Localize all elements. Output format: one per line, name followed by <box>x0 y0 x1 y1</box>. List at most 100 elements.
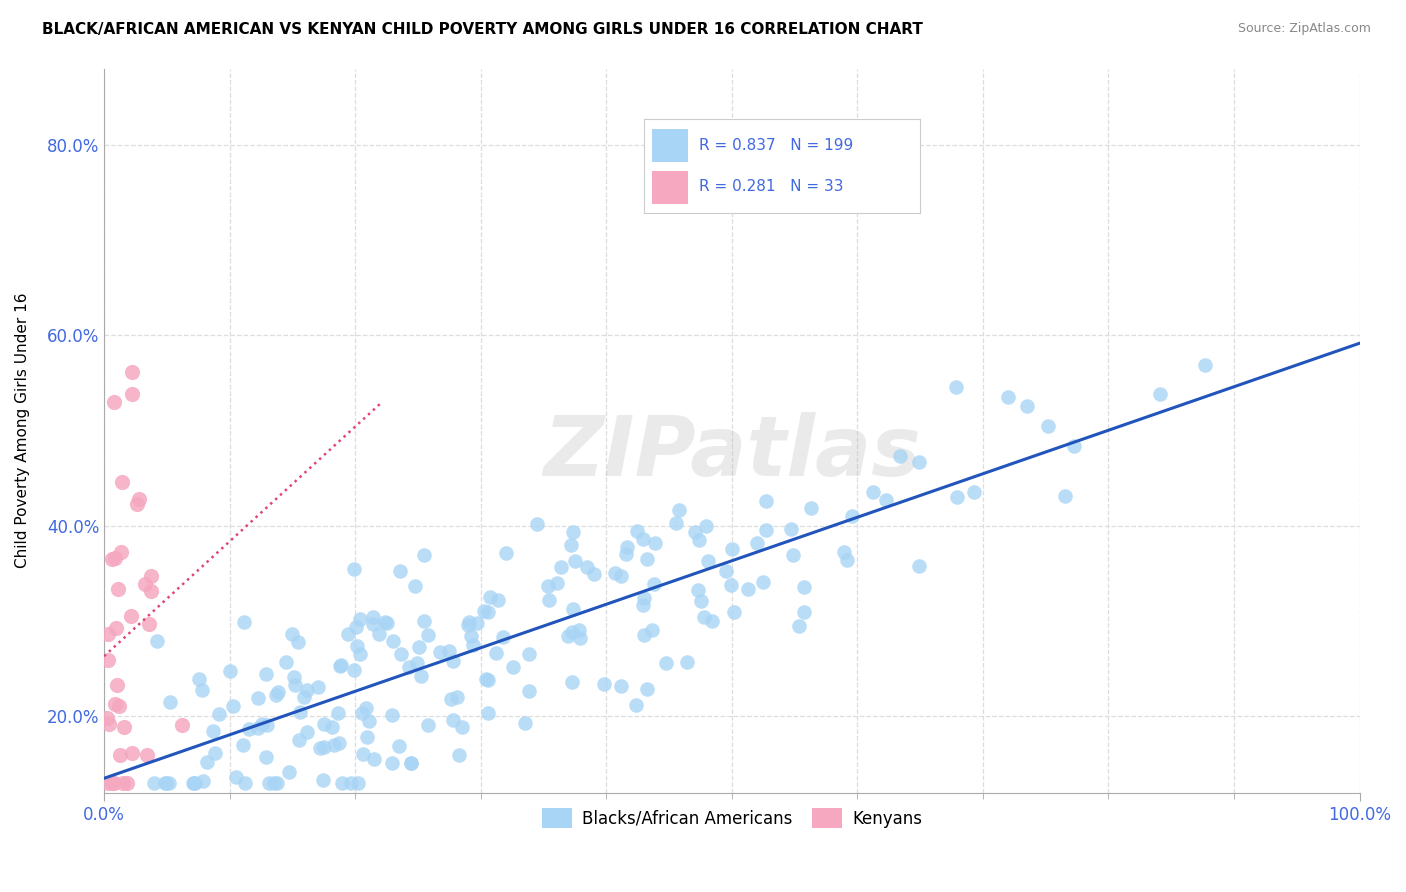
Point <box>274 655 297 669</box>
Point <box>256 718 278 732</box>
Point <box>737 582 759 596</box>
Point <box>1015 399 1038 413</box>
Point <box>277 764 299 779</box>
Point <box>361 617 384 632</box>
Point <box>745 536 768 550</box>
Point <box>238 723 260 737</box>
Point <box>655 657 678 671</box>
Point <box>100 552 122 566</box>
Point <box>346 639 368 653</box>
Point <box>616 540 638 554</box>
Point <box>292 690 315 704</box>
Point <box>609 679 631 693</box>
Point <box>329 657 352 672</box>
Point <box>446 690 468 705</box>
Point <box>172 718 194 732</box>
Point <box>159 694 181 708</box>
Point <box>121 365 143 379</box>
Point <box>108 748 131 763</box>
Point <box>105 621 128 635</box>
Point <box>105 678 128 692</box>
Point <box>643 577 665 591</box>
Point <box>477 706 499 721</box>
Point <box>693 610 716 624</box>
Point <box>314 717 336 731</box>
Point <box>485 646 508 660</box>
Point <box>561 674 583 689</box>
Text: ZIPatlas: ZIPatlas <box>543 412 921 492</box>
Point <box>125 497 148 511</box>
Point <box>112 776 135 790</box>
Point <box>411 669 433 683</box>
Point <box>204 746 226 760</box>
Point <box>714 565 737 579</box>
Point <box>399 756 422 770</box>
Point <box>593 677 616 691</box>
Point <box>908 454 931 468</box>
Point <box>564 554 586 568</box>
Point <box>429 645 451 659</box>
Point <box>103 394 125 409</box>
Point <box>388 739 411 753</box>
Point <box>357 714 380 728</box>
Point <box>184 776 207 790</box>
Point <box>513 715 536 730</box>
Point <box>356 730 378 744</box>
Point <box>381 633 404 648</box>
Point <box>644 536 666 550</box>
Point <box>399 756 422 771</box>
Point <box>526 516 548 531</box>
Point <box>550 560 572 574</box>
Point <box>155 776 177 790</box>
Point <box>517 648 540 662</box>
Point <box>110 545 132 559</box>
Point <box>263 776 285 790</box>
Point <box>946 491 969 505</box>
Point <box>517 684 540 698</box>
Point <box>477 673 499 688</box>
Point <box>307 680 329 694</box>
Point <box>793 605 815 619</box>
Point <box>641 623 664 637</box>
Point <box>157 776 180 790</box>
Point <box>344 620 367 634</box>
Text: BLACK/AFRICAN AMERICAN VS KENYAN CHILD POVERTY AMONG GIRLS UNDER 16 CORRELATION : BLACK/AFRICAN AMERICAN VS KENYAN CHILD P… <box>42 22 924 37</box>
Point <box>134 576 156 591</box>
Point <box>381 708 404 723</box>
Point <box>465 615 488 630</box>
Point <box>361 609 384 624</box>
Point <box>626 524 648 538</box>
Point <box>723 605 745 619</box>
Point <box>636 681 658 696</box>
Point <box>416 628 439 642</box>
Point <box>267 685 290 699</box>
Point <box>183 776 205 790</box>
Point <box>312 739 335 754</box>
Point <box>793 581 815 595</box>
Point <box>875 492 897 507</box>
Point <box>614 547 637 561</box>
Point <box>997 391 1019 405</box>
Point <box>751 574 773 589</box>
Point <box>104 551 127 566</box>
Point <box>349 612 371 626</box>
Point <box>287 635 309 649</box>
Point <box>461 638 484 652</box>
Point <box>437 644 460 658</box>
Point <box>155 776 177 790</box>
Point <box>676 655 699 669</box>
Point <box>668 503 690 517</box>
Point <box>665 516 688 530</box>
Point <box>233 776 256 790</box>
Point <box>495 546 517 560</box>
Point <box>103 776 125 790</box>
Point <box>755 523 778 537</box>
Point <box>404 579 426 593</box>
Point <box>695 519 717 533</box>
Point <box>537 579 560 593</box>
Point <box>755 494 778 508</box>
Point <box>945 380 967 394</box>
Point <box>121 746 143 760</box>
Point <box>312 773 335 788</box>
Point <box>250 717 273 731</box>
